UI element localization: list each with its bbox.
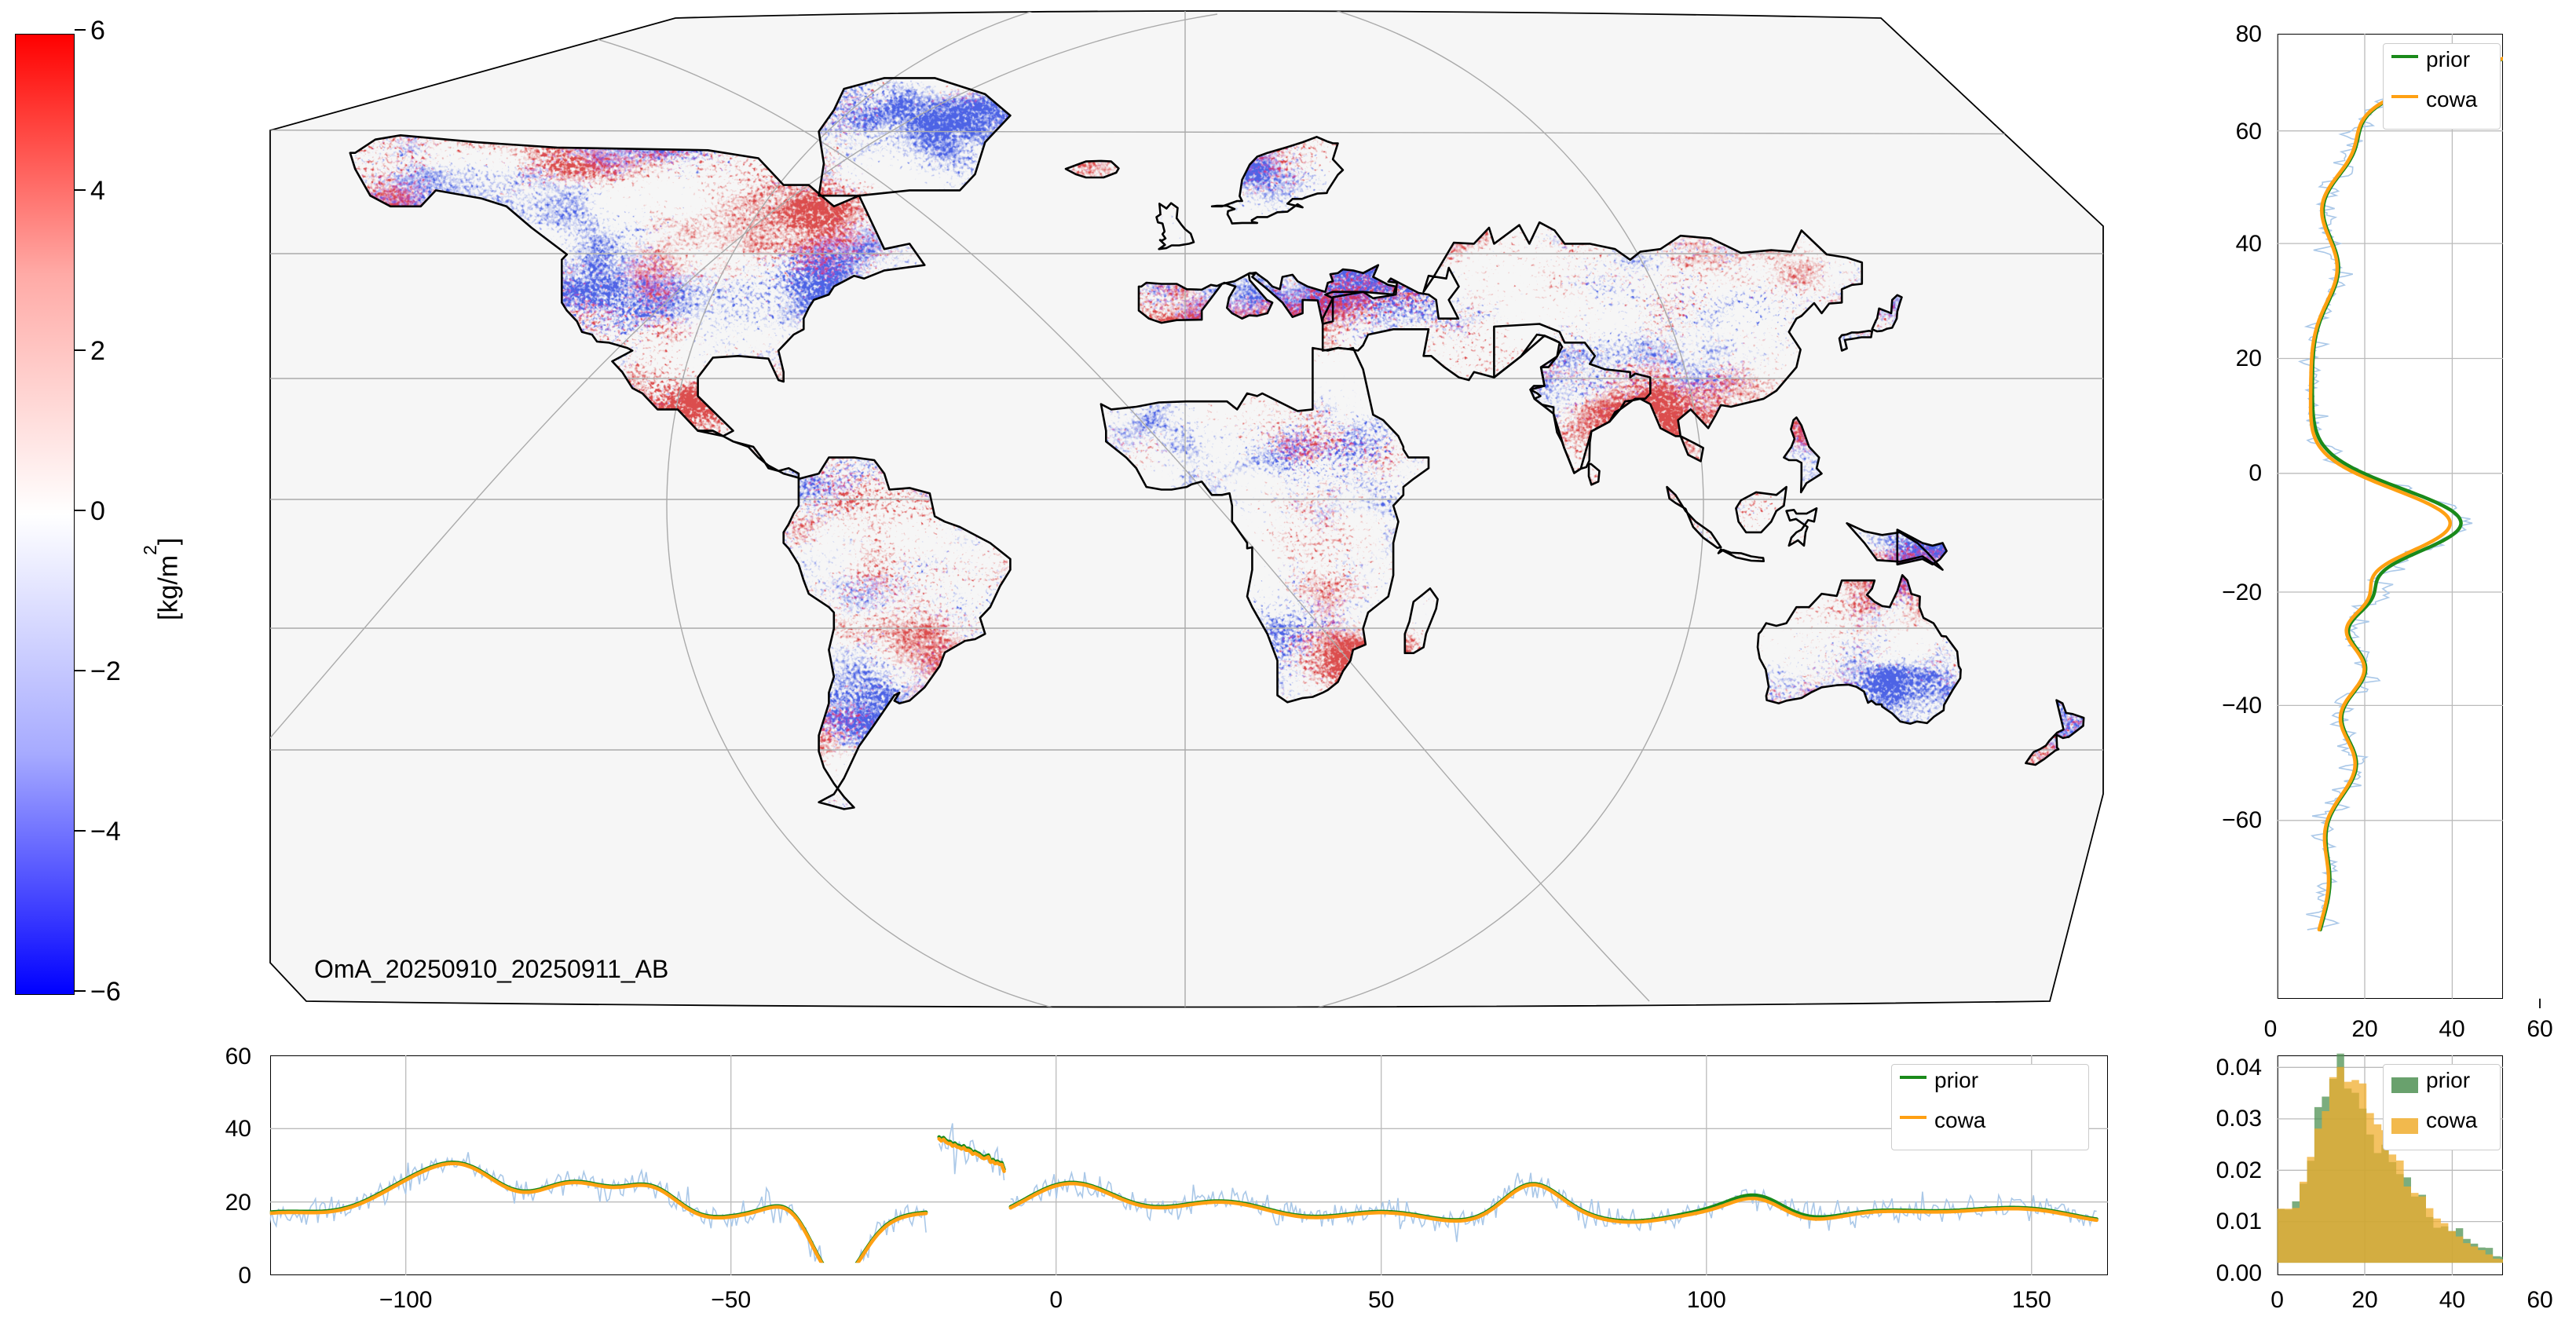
svg-text:OmA_20250910_20250911_AB: OmA_20250910_20250911_AB <box>314 955 668 983</box>
